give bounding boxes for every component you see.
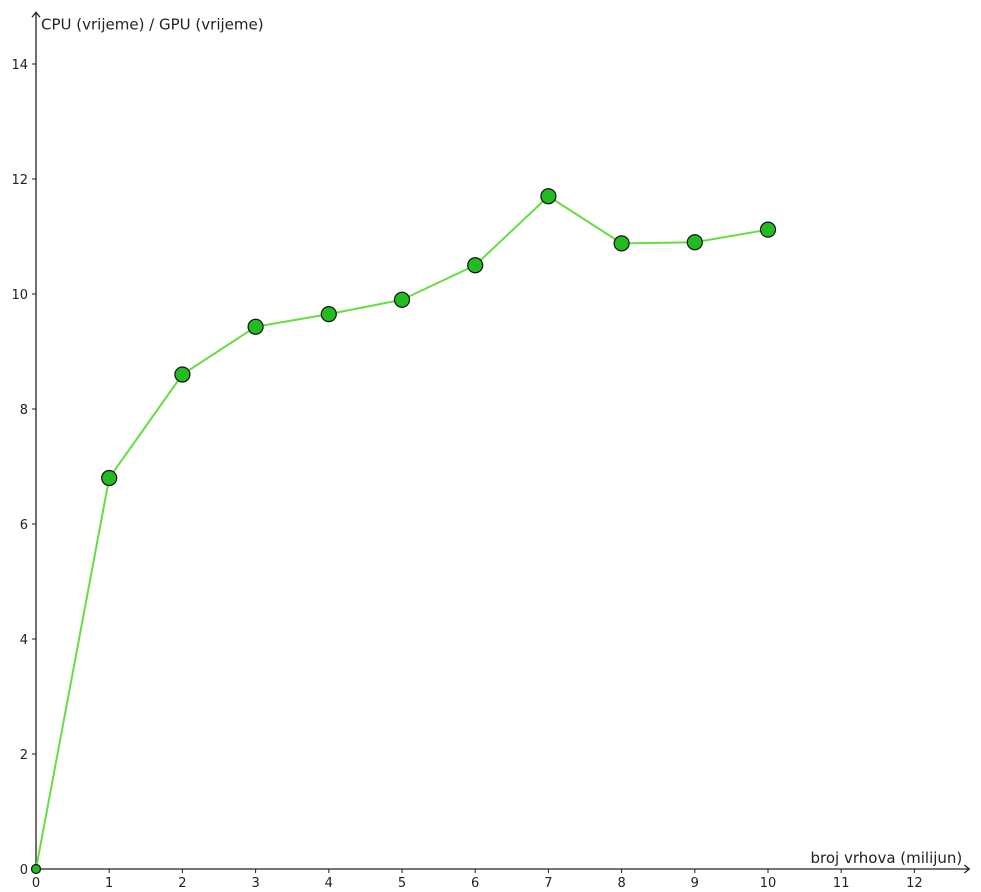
x-axis-label: broj vrhova (milijun) (811, 849, 963, 867)
y-tick-label: 0 (20, 863, 28, 878)
series (30, 188, 777, 875)
x-tick-label: 7 (544, 876, 552, 891)
data-point (540, 188, 557, 205)
x-tick-label: 1 (105, 876, 113, 891)
data-point (759, 221, 777, 238)
data-point (247, 318, 264, 335)
y-axis-label: CPU (vrijeme) / GPU (vrijeme) (41, 15, 264, 33)
x-tick-label: 2 (178, 876, 186, 891)
axes (31, 11, 971, 874)
data-point (686, 234, 703, 251)
data-point (467, 257, 484, 274)
y-tick-label: 4 (20, 633, 28, 648)
x-tick-label: 11 (833, 876, 850, 891)
y-tick-label: 12 (11, 173, 28, 188)
y-tick-label: 14 (11, 58, 28, 73)
x-tick-label: 12 (906, 876, 923, 891)
x-tick-label: 10 (760, 876, 777, 891)
y-axis-arrow (31, 11, 41, 18)
x-tick-label: 6 (471, 876, 479, 891)
y-tick-label: 10 (11, 288, 28, 303)
y-tick-label: 2 (20, 748, 28, 763)
y-tick-label: 6 (20, 518, 28, 533)
x-tick-label: 0 (32, 876, 40, 891)
y-tick-label: 8 (20, 403, 28, 418)
data-point (613, 235, 630, 252)
x-ticks: 0 1 2 3 4 5 6 7 8 9 10 11 12 (32, 869, 923, 891)
data-point (320, 306, 337, 323)
data-point (393, 291, 411, 308)
x-axis-arrow (963, 864, 971, 874)
y-ticks: 0 2 4 6 8 10 12 14 (11, 58, 36, 878)
x-tick-label: 4 (325, 876, 333, 891)
x-tick-label: 9 (691, 876, 699, 891)
x-tick-label: 3 (251, 876, 259, 891)
x-tick-label: 8 (617, 876, 625, 891)
x-tick-label: 5 (398, 876, 406, 891)
data-point (174, 366, 191, 383)
data-point (101, 469, 118, 487)
data-point (30, 863, 42, 875)
